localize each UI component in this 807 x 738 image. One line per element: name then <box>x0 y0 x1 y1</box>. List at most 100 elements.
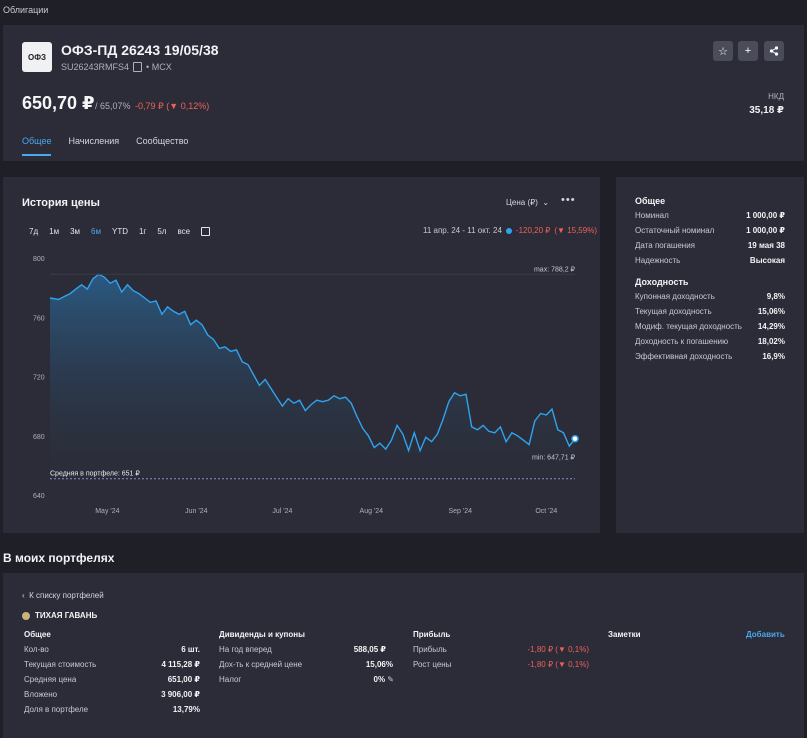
info-value: 1 000,00 ₽ <box>746 211 785 220</box>
tax-value-wrap: 0% ✎ <box>374 675 395 684</box>
change-percent: 0,12% <box>180 101 207 111</box>
current-price: 650,70 ₽ <box>22 93 95 113</box>
tab-community[interactable]: Сообщество <box>136 136 189 146</box>
range-dates: 11 апр. 24 - 11 окт. 24 <box>423 226 502 235</box>
row-value: 15,06% <box>365 660 393 669</box>
yield-label: Модиф. текущая доходность <box>635 322 742 331</box>
change-value: -0,79 ₽ <box>135 101 164 111</box>
chevron-down-icon: ⌄ <box>540 198 550 207</box>
row-value: 4 115,28 ₽ <box>161 660 201 669</box>
period-3m[interactable]: 3м <box>70 227 81 236</box>
period-6m[interactable]: 6м <box>91 227 101 236</box>
period-1m[interactable]: 1м <box>49 227 60 236</box>
yield-row: Доходность к погашению 18,02% <box>635 337 785 346</box>
portfolio-general-title: Общее <box>24 630 51 639</box>
portfolio-name-text: ТИХАЯ ГАВАНЬ <box>35 611 98 620</box>
bond-isin-row: SU26243RMFS4 • MCX <box>61 62 172 72</box>
breadcrumb[interactable]: Облигации <box>3 5 49 15</box>
info-row: Номинал 1 000,00 ₽ <box>635 211 785 220</box>
period-7d[interactable]: 7д <box>29 227 39 236</box>
price-history-card: История цены Цена (₽) ⌄ ••• 7д 1м 3м 6м … <box>3 177 600 533</box>
portfolio-row: Вложено 3 906,00 ₽ <box>24 690 200 699</box>
period-selector: 7д 1м 3м 6м YTD 1г 5л все <box>29 227 211 236</box>
row-label: Кол-во <box>24 645 49 654</box>
x-tick-label: Oct '24 <box>535 508 557 515</box>
row-label: Доля в портфеле <box>24 705 89 714</box>
price-chart[interactable]: 640 680 720 760 800 May '24 Jun '24 Jul '24 Aug… <box>3 243 600 533</box>
yield-value: 18,02% <box>757 337 785 346</box>
add-note-button[interactable]: Добавить <box>746 630 785 639</box>
row-percent: 0,1% <box>568 660 587 669</box>
chevron-left-icon: ‹ <box>22 591 27 600</box>
y-tick-label: 680 <box>33 434 45 441</box>
yield-section-title: Доходность <box>635 277 689 287</box>
info-label: Дата погашения <box>635 241 695 250</box>
row-label: Текущая стоимость <box>24 660 97 669</box>
chart-mode-label: Цена (₽) <box>506 198 538 207</box>
x-tick-label: Jun '24 <box>185 508 207 515</box>
down-arrow-icon: ▼ <box>557 226 565 235</box>
row-value: 6 шт. <box>181 645 200 654</box>
price-area <box>50 274 575 495</box>
row-value: 13,79% <box>172 705 200 714</box>
calendar-icon[interactable] <box>201 227 211 236</box>
period-all[interactable]: все <box>177 227 191 236</box>
tab-general[interactable]: Общее <box>22 136 52 156</box>
tab-accruals[interactable]: Начисления <box>68 136 120 146</box>
copy-icon[interactable] <box>133 62 143 72</box>
y-tick-label: 640 <box>33 493 45 500</box>
row-label: Рост цены <box>413 660 452 669</box>
period-5y[interactable]: 5л <box>157 227 167 236</box>
yield-row: Текущая доходность 15,06% <box>635 307 785 316</box>
row-label: Прибыль <box>413 645 447 654</box>
info-row: Надежность Высокая <box>635 256 785 265</box>
info-label: Надежность <box>635 256 681 265</box>
period-ytd[interactable]: YTD <box>111 227 128 236</box>
add-button[interactable]: + <box>738 41 758 61</box>
dividend-row: Дох-ть к средней цене 15,06% <box>219 660 393 669</box>
chart-mode-select[interactable]: Цена (₽) ⌄ <box>506 198 549 207</box>
favorite-button[interactable]: ☆ <box>713 41 733 61</box>
chart-title: История цены <box>22 197 100 209</box>
yield-row: Купонная доходность 9,8% <box>635 292 785 301</box>
portfolio-row: Средняя цена 651,00 ₽ <box>24 675 200 684</box>
plus-icon: + <box>744 45 752 57</box>
info-label: Номинал <box>635 211 669 220</box>
profit-row: Рост цены -1,80 ₽ (▼ 0,1%) <box>413 660 589 669</box>
share-button[interactable] <box>764 41 784 61</box>
dividend-row: Налог 0% ✎ <box>219 675 394 684</box>
period-1y[interactable]: 1г <box>138 227 147 236</box>
portfolio-row: Текущая стоимость 4 115,28 ₽ <box>24 660 200 669</box>
portfolio-icon <box>22 611 30 620</box>
exchange-text: • MCX <box>146 62 172 72</box>
range-change-percent: 15,59% <box>567 226 595 235</box>
general-section-title: Общее <box>635 196 666 206</box>
dividends-title: Дивиденды и купоны <box>219 630 305 639</box>
bond-logo: ОФЗ <box>22 42 52 72</box>
price-line <box>49 273 576 453</box>
back-to-portfolios-link[interactable]: ‹ К списку портфелей <box>22 591 104 600</box>
row-value: 0% <box>373 675 386 684</box>
profit-title: Прибыль <box>413 630 451 639</box>
bond-header: ОФЗ ОФЗ-ПД 26243 19/05/38 SU26243RMFS4 •… <box>3 25 804 161</box>
nkd-value: 35,18 ₽ <box>749 105 784 116</box>
y-tick-label: 760 <box>33 315 45 322</box>
down-arrow-icon: ▼ <box>169 101 179 111</box>
row-value: 3 906,00 ₽ <box>161 690 200 699</box>
more-options-icon[interactable]: ••• <box>561 194 576 206</box>
bond-info-sidebar: Общее Номинал 1 000,00 ₽ Остаточный номин… <box>616 177 804 533</box>
edit-pencil-icon[interactable]: ✎ <box>387 675 394 684</box>
row-value: -1,80 ₽ <box>527 645 554 654</box>
row-label: Налог <box>219 675 242 684</box>
profit-row: Прибыль -1,80 ₽ (▼ 0,1%) <box>413 645 589 654</box>
info-row: Дата погашения 19 мая 38 <box>635 241 785 250</box>
min-label: min: 647,71 ₽ <box>532 455 576 462</box>
row-label: Вложено <box>24 690 58 699</box>
info-row: Остаточный номинал 1 000,00 ₽ <box>635 226 785 235</box>
info-label: Остаточный номинал <box>635 226 715 235</box>
x-tick-label: Jul '24 <box>272 508 292 515</box>
isin-text: SU26243RMFS4 <box>61 62 130 72</box>
nkd-label: НКД <box>768 92 784 101</box>
portfolio-name[interactable]: ТИХАЯ ГАВАНЬ <box>22 611 97 620</box>
y-tick-label: 800 <box>33 256 45 263</box>
